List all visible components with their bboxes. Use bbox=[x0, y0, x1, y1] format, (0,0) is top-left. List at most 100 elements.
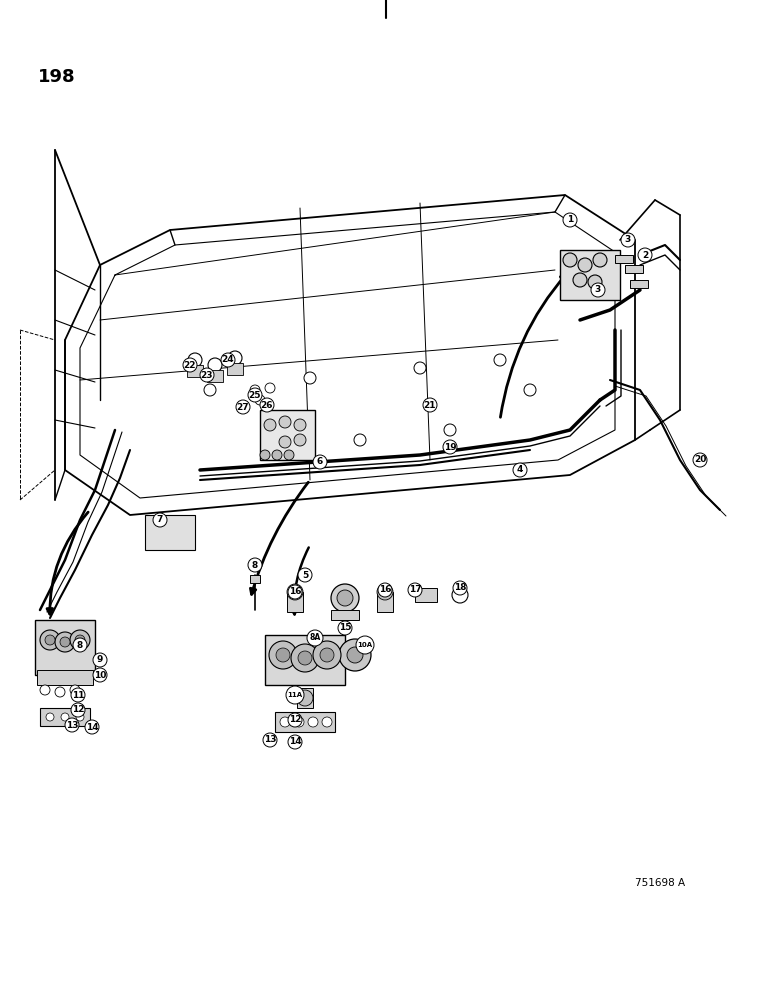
Text: 13: 13 bbox=[264, 736, 276, 744]
Circle shape bbox=[248, 558, 262, 572]
Circle shape bbox=[272, 450, 282, 460]
Text: 13: 13 bbox=[66, 720, 78, 730]
Circle shape bbox=[276, 648, 290, 662]
Text: 8: 8 bbox=[77, 641, 83, 650]
Circle shape bbox=[354, 434, 366, 446]
Text: 27: 27 bbox=[237, 402, 249, 412]
Circle shape bbox=[494, 354, 506, 366]
Circle shape bbox=[73, 638, 87, 652]
Circle shape bbox=[55, 632, 75, 652]
Circle shape bbox=[356, 636, 374, 654]
Text: 198: 198 bbox=[38, 68, 76, 86]
Circle shape bbox=[46, 713, 54, 721]
Bar bbox=[297, 688, 313, 708]
Circle shape bbox=[287, 584, 303, 600]
Text: 12: 12 bbox=[72, 706, 84, 714]
Bar bbox=[207, 370, 223, 382]
Circle shape bbox=[294, 434, 306, 446]
Circle shape bbox=[313, 455, 327, 469]
Text: 3: 3 bbox=[625, 235, 631, 244]
Bar bbox=[331, 610, 359, 620]
Circle shape bbox=[444, 424, 456, 436]
Text: 19: 19 bbox=[444, 442, 456, 452]
Bar bbox=[560, 250, 620, 300]
Text: 2: 2 bbox=[642, 250, 648, 259]
Circle shape bbox=[347, 647, 363, 663]
Circle shape bbox=[70, 630, 90, 650]
Circle shape bbox=[286, 686, 304, 704]
Bar bbox=[40, 708, 90, 726]
Text: 25: 25 bbox=[249, 390, 261, 399]
Circle shape bbox=[76, 713, 84, 721]
Text: 15: 15 bbox=[339, 624, 351, 633]
Bar bbox=[615, 255, 633, 263]
Circle shape bbox=[70, 685, 80, 695]
Circle shape bbox=[563, 253, 577, 267]
Circle shape bbox=[204, 384, 216, 396]
Circle shape bbox=[221, 353, 235, 367]
Circle shape bbox=[260, 450, 270, 460]
Text: 8: 8 bbox=[252, 560, 258, 570]
Bar bbox=[275, 712, 335, 732]
Circle shape bbox=[591, 283, 605, 297]
Bar bbox=[250, 575, 260, 583]
Bar bbox=[187, 365, 203, 377]
Bar bbox=[287, 592, 303, 612]
Bar bbox=[37, 670, 93, 685]
Bar bbox=[265, 635, 345, 685]
Circle shape bbox=[45, 635, 55, 645]
Text: 14: 14 bbox=[86, 722, 98, 732]
Circle shape bbox=[236, 400, 250, 414]
Circle shape bbox=[248, 388, 262, 402]
Text: 16: 16 bbox=[379, 585, 391, 594]
Circle shape bbox=[621, 233, 635, 247]
Text: 11A: 11A bbox=[287, 692, 303, 698]
Circle shape bbox=[260, 398, 274, 412]
Circle shape bbox=[279, 436, 291, 448]
Circle shape bbox=[153, 513, 167, 527]
Text: 11: 11 bbox=[72, 690, 84, 700]
Text: 8A: 8A bbox=[310, 634, 320, 643]
Bar bbox=[35, 620, 95, 675]
Circle shape bbox=[200, 368, 214, 382]
Bar bbox=[630, 280, 648, 288]
Text: 17: 17 bbox=[408, 585, 422, 594]
Bar bbox=[227, 363, 243, 375]
Circle shape bbox=[452, 587, 468, 603]
Circle shape bbox=[308, 717, 318, 727]
Circle shape bbox=[322, 717, 332, 727]
Circle shape bbox=[453, 581, 467, 595]
Circle shape bbox=[183, 358, 197, 372]
Text: 24: 24 bbox=[222, 356, 235, 364]
Circle shape bbox=[339, 639, 371, 671]
Text: 21: 21 bbox=[424, 400, 436, 410]
Circle shape bbox=[250, 385, 260, 395]
Circle shape bbox=[263, 733, 277, 747]
Circle shape bbox=[313, 641, 341, 669]
Circle shape bbox=[269, 641, 297, 669]
Text: 7: 7 bbox=[157, 516, 163, 524]
Text: 1: 1 bbox=[567, 216, 573, 225]
Text: 23: 23 bbox=[201, 370, 213, 379]
Text: 10A: 10A bbox=[357, 642, 373, 648]
Circle shape bbox=[291, 644, 319, 672]
Circle shape bbox=[298, 651, 312, 665]
Circle shape bbox=[60, 637, 70, 647]
Text: 751698 A: 751698 A bbox=[635, 878, 685, 888]
Circle shape bbox=[337, 590, 353, 606]
Text: 6: 6 bbox=[317, 458, 323, 466]
Circle shape bbox=[265, 383, 275, 393]
Circle shape bbox=[588, 275, 602, 289]
Circle shape bbox=[55, 687, 65, 697]
Circle shape bbox=[573, 273, 587, 287]
Bar bbox=[260, 410, 315, 460]
Circle shape bbox=[188, 353, 202, 367]
Circle shape bbox=[443, 440, 457, 454]
Bar bbox=[625, 265, 643, 273]
Circle shape bbox=[284, 450, 294, 460]
Circle shape bbox=[280, 717, 290, 727]
Circle shape bbox=[208, 358, 222, 372]
Circle shape bbox=[304, 372, 316, 384]
Circle shape bbox=[288, 735, 302, 749]
Circle shape bbox=[377, 584, 393, 600]
